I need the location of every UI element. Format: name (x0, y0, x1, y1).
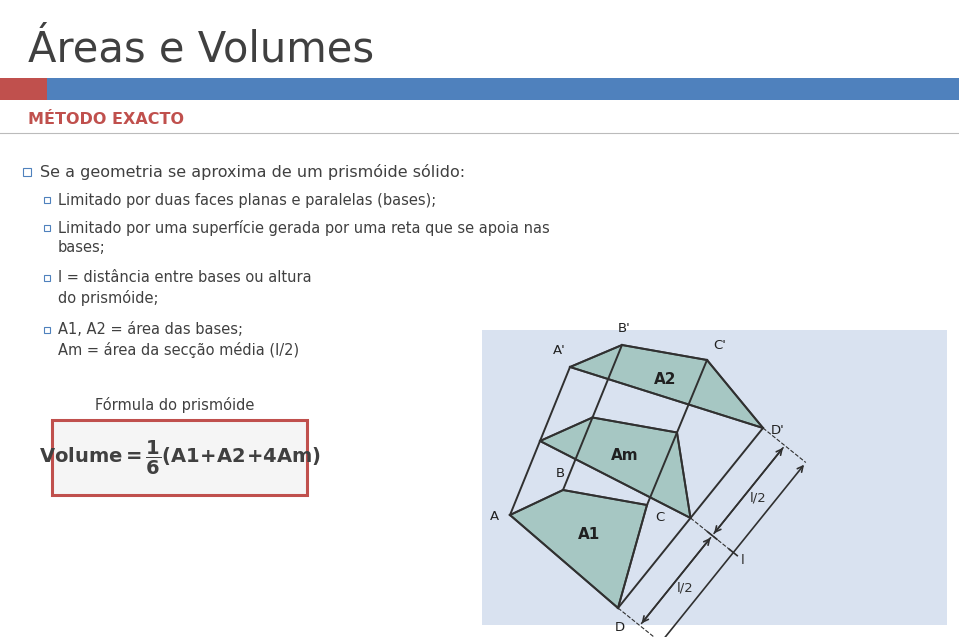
Text: l: l (740, 554, 744, 566)
Polygon shape (570, 345, 763, 428)
Text: A': A' (553, 344, 566, 357)
Text: Am: Am (611, 448, 639, 462)
Text: MÉTODO EXACTO: MÉTODO EXACTO (28, 113, 184, 127)
Text: Limitado por duas faces planas e paralelas (bases);: Limitado por duas faces planas e paralel… (58, 192, 436, 208)
Text: C: C (655, 511, 665, 524)
Text: $\mathbf{Volume = \dfrac{1}{6}(A1\!+\!A2\!+\!4Am)}$: $\mathbf{Volume = \dfrac{1}{6}(A1\!+\!A2… (39, 439, 321, 477)
Text: Áreas e Volumes: Áreas e Volumes (28, 29, 374, 71)
Text: D': D' (771, 424, 784, 436)
Text: B': B' (618, 322, 630, 335)
Text: l/2: l/2 (750, 492, 766, 505)
Text: A1, A2 = área das bases;: A1, A2 = área das bases; (58, 322, 243, 338)
Bar (44, 275, 50, 281)
Bar (23, 168, 31, 176)
Text: Limitado por uma superfície gerada por uma reta que se apoia nas: Limitado por uma superfície gerada por u… (58, 220, 550, 236)
Text: l/2: l/2 (677, 582, 693, 594)
Text: A: A (489, 510, 499, 524)
Polygon shape (510, 490, 647, 608)
Bar (44, 327, 50, 333)
Bar (47, 78, 959, 100)
Bar (0, 78, 47, 100)
Text: Se a geometria se aproxima de um prismóide sólido:: Se a geometria se aproxima de um prismói… (40, 164, 465, 180)
Text: C': C' (713, 339, 726, 352)
Text: Fórmula do prismóide: Fórmula do prismóide (95, 397, 255, 413)
Text: Am = área da secção média (l/2): Am = área da secção média (l/2) (58, 342, 299, 358)
Polygon shape (540, 417, 690, 518)
Text: bases;: bases; (58, 241, 105, 255)
Bar (44, 197, 50, 203)
Text: D: D (615, 621, 625, 634)
Bar (44, 225, 50, 231)
Text: l = distância entre bases ou altura: l = distância entre bases ou altura (58, 271, 312, 285)
Bar (52, 420, 307, 495)
Text: A2: A2 (654, 373, 677, 387)
Text: A1: A1 (578, 527, 600, 542)
Text: B: B (555, 467, 565, 480)
Text: do prismóide;: do prismóide; (58, 290, 158, 306)
Bar (482, 330, 947, 625)
